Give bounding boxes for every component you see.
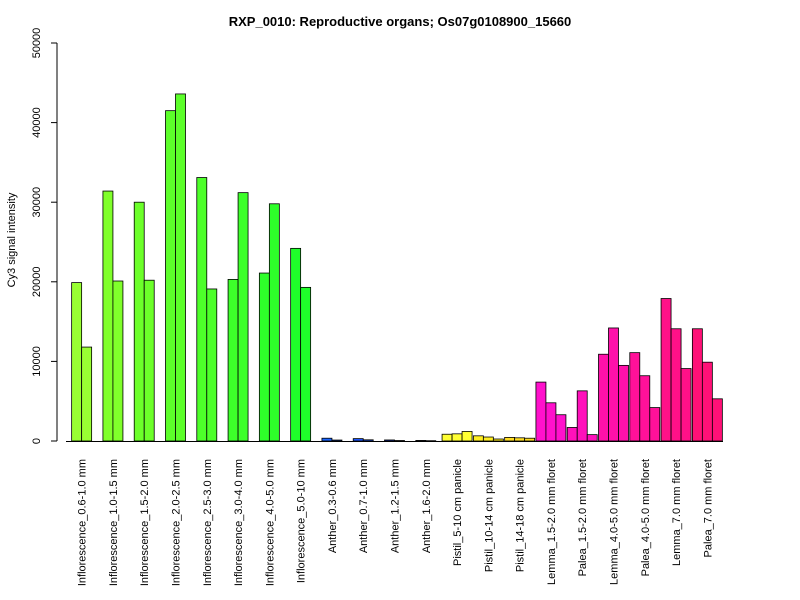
y-tick-label: 20000	[31, 267, 43, 298]
x-tick-label: Lemma_7.0 mm floret	[671, 459, 683, 566]
bar	[165, 110, 176, 442]
x-tick-label: Anther_1.2-1.5 mm	[390, 459, 402, 553]
bar	[300, 286, 312, 442]
bar	[71, 282, 83, 442]
bar	[504, 437, 516, 442]
bar	[639, 375, 651, 442]
bar	[415, 440, 427, 442]
bar	[711, 398, 723, 442]
x-tick-label: Palea_4.0-5.0 mm floret	[640, 459, 652, 576]
bar	[629, 352, 641, 442]
bar	[227, 279, 239, 442]
bar	[331, 439, 343, 442]
y-tick-label: 10000	[31, 346, 43, 377]
bar	[598, 353, 609, 442]
chart-title: RXP_0010: Reproductive organs; Os07g0108…	[228, 14, 572, 29]
bar	[290, 247, 302, 442]
bar	[362, 439, 374, 442]
x-tick-label: Lemma_4.0-5.0 mm floret	[609, 459, 621, 585]
x-tick-label: Inflorescence_2.0-2.5 mm	[171, 459, 183, 586]
bar	[394, 440, 405, 442]
bar	[352, 438, 364, 442]
x-tick-label: Inflorescence_1.5-2.0 mm	[139, 459, 151, 586]
bar	[102, 190, 114, 442]
bar	[268, 203, 280, 442]
bar	[472, 435, 484, 442]
x-tick-label: Inflorescence_5.0-10 mm	[296, 459, 308, 583]
bar	[670, 328, 682, 442]
bar	[482, 436, 494, 442]
bar	[608, 327, 619, 442]
bar	[133, 201, 145, 442]
y-tick-label: 50000	[31, 28, 43, 59]
bar	[555, 414, 567, 442]
y-tick-label: 30000	[31, 187, 43, 218]
x-tick-label: Inflorescence_4.0-5.0 mm	[264, 459, 276, 586]
x-tick-label: Anther_0.3-0.6 mm	[327, 459, 339, 553]
bar	[492, 438, 504, 442]
bar	[576, 390, 588, 442]
bar	[258, 272, 270, 442]
bar	[618, 364, 629, 442]
bar	[514, 437, 526, 442]
bar	[441, 433, 453, 442]
bar	[701, 361, 713, 442]
bar	[660, 298, 672, 442]
x-tick-label: Anther_0.7-1.0 mm	[358, 459, 370, 553]
bar	[545, 402, 557, 442]
bar	[649, 407, 661, 442]
x-tick-label: Anther_1.6-2.0 mm	[421, 459, 433, 553]
x-tick-label: Palea_1.5-2.0 mm floret	[577, 459, 589, 576]
bar	[425, 440, 437, 442]
x-tick-label: Lemma_1.5-2.0 mm floret	[546, 459, 558, 585]
bar	[196, 177, 208, 442]
x-tick-label: Inflorescence_0.6-1.0 mm	[77, 459, 89, 586]
bar	[237, 192, 249, 442]
bar	[586, 434, 598, 442]
x-tick-label: Inflorescence_2.5-3.0 mm	[202, 459, 214, 586]
bar	[691, 328, 703, 442]
bar	[566, 427, 578, 442]
bar	[535, 381, 547, 442]
bar	[112, 280, 124, 442]
bar	[175, 93, 186, 442]
x-tick-label: Inflorescence_3.0-4.0 mm	[233, 459, 245, 586]
bar	[451, 433, 463, 442]
bar	[524, 437, 536, 442]
bar	[206, 288, 218, 442]
bar	[81, 346, 93, 442]
x-tick-label: Pistil_10-14 cm panicle	[483, 459, 495, 572]
bar	[143, 279, 155, 442]
x-tick-label: Inflorescence_1.0-1.5 mm	[108, 459, 120, 586]
x-tick-label: Pistil_14-18 cm panicle	[515, 459, 527, 572]
x-tick-label: Palea_7.0 mm floret	[702, 459, 714, 557]
bar	[321, 437, 333, 442]
x-tick-label: Pistil_5-10 cm panicle	[452, 459, 464, 566]
y-tick-label: 0	[31, 438, 43, 444]
bar	[680, 368, 692, 442]
bar	[461, 431, 473, 442]
y-tick-label: 40000	[31, 107, 43, 138]
bar	[384, 439, 395, 442]
